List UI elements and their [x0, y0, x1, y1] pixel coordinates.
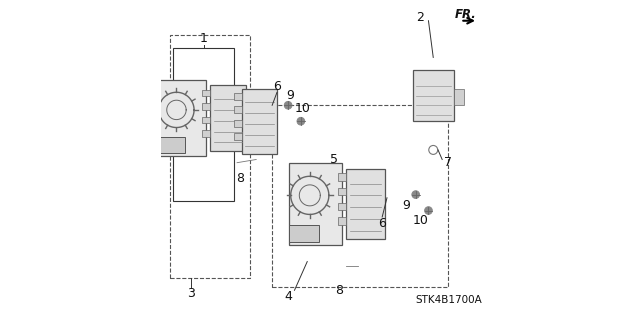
Text: 6: 6	[378, 217, 386, 230]
Bar	[202, 130, 211, 137]
Bar	[234, 106, 242, 113]
Bar	[289, 225, 319, 242]
Text: STK4B1700A: STK4B1700A	[416, 295, 483, 305]
Bar	[338, 203, 346, 210]
Bar	[272, 105, 447, 287]
Bar	[157, 80, 206, 156]
Bar	[242, 89, 277, 154]
Text: 7: 7	[444, 156, 452, 169]
Text: 8: 8	[335, 284, 343, 297]
Bar	[289, 163, 342, 245]
Bar	[338, 217, 346, 225]
Bar	[338, 173, 346, 181]
Circle shape	[297, 117, 305, 125]
Bar	[234, 93, 242, 100]
Text: 10: 10	[413, 214, 428, 226]
Text: 1: 1	[200, 32, 207, 45]
Bar	[202, 90, 211, 96]
Bar	[413, 70, 454, 121]
Circle shape	[412, 191, 420, 198]
Text: 8: 8	[236, 172, 244, 185]
Bar	[157, 137, 184, 153]
Text: 3: 3	[187, 287, 195, 300]
Text: 4: 4	[284, 290, 292, 303]
Text: 5: 5	[330, 153, 339, 166]
Text: 6: 6	[273, 80, 281, 93]
Bar	[211, 85, 246, 151]
Bar	[454, 89, 463, 105]
Bar	[234, 133, 242, 140]
Circle shape	[424, 207, 432, 214]
Bar	[170, 35, 250, 278]
Text: FR.: FR.	[454, 8, 476, 21]
Text: 9: 9	[402, 199, 410, 212]
Text: 10: 10	[294, 102, 310, 115]
Bar	[202, 103, 211, 110]
Circle shape	[284, 101, 292, 109]
Bar	[173, 48, 234, 201]
Bar	[338, 188, 346, 195]
Text: 2: 2	[417, 11, 424, 24]
Bar	[234, 120, 242, 127]
Text: 9: 9	[285, 89, 294, 102]
Bar	[202, 117, 211, 123]
Bar	[346, 169, 385, 239]
